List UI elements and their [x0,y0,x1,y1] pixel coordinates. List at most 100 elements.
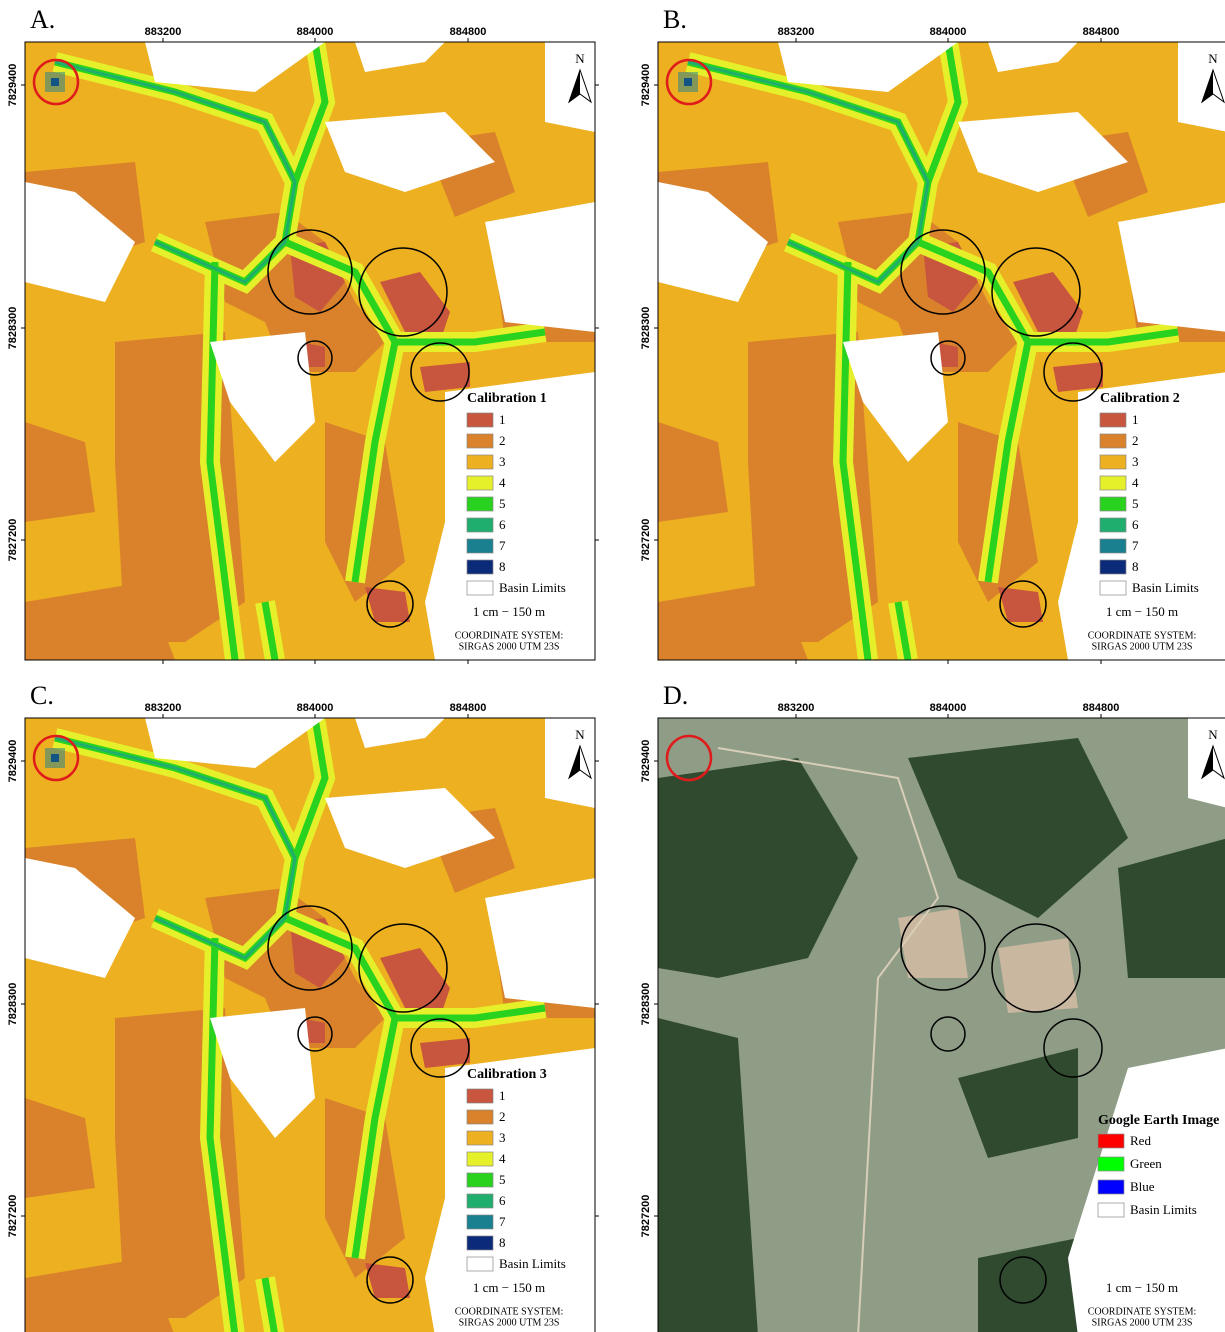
y-tick-label: 7828300 [640,307,652,350]
legend-swatch [467,455,493,469]
panel-label: C. [30,681,54,710]
legend-swatch [467,1089,493,1103]
legend-label: 2 [499,433,506,448]
legend-label: 6 [499,517,506,532]
legend-label: 8 [499,559,506,574]
legend-swatch [1100,539,1126,553]
legend-swatch [1100,434,1126,448]
north-label: N [1208,727,1218,742]
legend-swatch [467,434,493,448]
legend-label: Basin Limits [1132,580,1199,595]
x-tick-label: 883200 [778,26,815,38]
legend-swatch [467,560,493,574]
bare-soil [898,908,968,978]
legend-swatch [467,539,493,553]
y-tick-label: 7829400 [640,64,652,107]
class-1-area [420,362,470,392]
x-tick-label: 884000 [930,702,967,714]
scale-text: 1 cm − 150 m [473,604,545,619]
legend-swatch [1098,1157,1124,1171]
legend-swatch [1098,1134,1124,1148]
coordinate-system: COORDINATE SYSTEM: [1088,1306,1197,1317]
legend-swatch [1098,1180,1124,1194]
map-panel: A. 883200 884000 884800 7829400 7828300 782720… [7,5,599,664]
legend-label: Basin Limits [1130,1202,1197,1217]
legend-label: 8 [1132,559,1139,574]
legend-swatch [1100,560,1126,574]
legend-title: Calibration 1 [467,391,547,406]
legend-label: 3 [499,1130,506,1145]
outside-basin [545,42,595,132]
scale-text: 1 cm − 150 m [1106,1280,1178,1295]
map-body [25,718,595,1332]
legend-swatch [1100,581,1126,595]
scale-text: 1 cm − 150 m [1106,604,1178,619]
class-7-cell [45,748,65,768]
legend-label: 1 [499,1088,506,1103]
legend-swatch [467,1215,493,1229]
legend-label: Blue [1130,1179,1155,1194]
coordinate-system: SIRGAS 2000 UTM 23S [459,641,560,652]
map-panel: C. 883200 884000 884800 7829400 7828300 782720… [7,681,599,1332]
north-label: N [575,51,585,66]
outside-basin [1188,718,1225,808]
y-tick-label: 7827200 [7,1195,19,1238]
x-tick-label: 884800 [1083,26,1120,38]
coordinate-system: COORDINATE SYSTEM: [455,1306,564,1317]
legend-label: 6 [1132,517,1139,532]
x-tick-label: 883200 [145,702,182,714]
legend-title: Calibration 3 [467,1067,547,1082]
class-1-area [420,1038,470,1068]
map-body [658,718,1225,1332]
legend-label: 4 [499,475,506,490]
x-tick-label: 884800 [450,702,487,714]
legend-swatch [1100,518,1126,532]
class-1-area [1053,362,1103,392]
legend-swatch [1100,476,1126,490]
y-tick-label: 7829400 [7,740,19,783]
legend-swatch [467,1257,493,1271]
y-tick-label: 7827200 [7,519,19,562]
legend-label: 4 [1132,475,1139,490]
x-tick-label: 883200 [145,26,182,38]
coordinate-system: SIRGAS 2000 UTM 23S [1092,641,1193,652]
figure: A. 883200 884000 884800 7829400 7828300 782720… [0,0,1225,1332]
north-label: N [575,727,585,742]
y-tick-label: 7828300 [7,983,19,1026]
legend-title: Calibration 2 [1100,391,1180,406]
coordinate-system: COORDINATE SYSTEM: [1088,630,1197,641]
legend-swatch [1100,413,1126,427]
y-tick-label: 7828300 [640,983,652,1026]
map-panel: D.88320088400088480078294007828300782720… [640,681,1225,1332]
legend-swatch [467,581,493,595]
legend-label: 1 [499,412,506,427]
x-tick-label: 884000 [297,702,334,714]
class-7-cell [45,72,65,92]
class-7-cell [678,72,698,92]
bare-soil [998,938,1078,1013]
legend-swatch [467,497,493,511]
x-tick-label: 884000 [297,26,334,38]
y-tick-label: 7829400 [7,64,19,107]
map-body [658,42,1225,660]
y-tick-label: 7827200 [640,1195,652,1238]
legend-label: 3 [499,454,506,469]
legend-label: 7 [499,538,506,553]
legend-swatch [467,518,493,532]
legend-swatch [467,1110,493,1124]
legend-swatch [467,413,493,427]
x-tick-label: 884800 [1083,702,1120,714]
panel-label: A. [30,5,55,34]
legend-swatch [467,476,493,490]
outside-basin [545,718,595,808]
coordinate-system: SIRGAS 2000 UTM 23S [459,1317,560,1328]
legend-label: 6 [499,1193,506,1208]
legend-label: Basin Limits [499,580,566,595]
legend-label: 1 [1132,412,1139,427]
y-tick-label: 7828300 [7,307,19,350]
x-tick-label: 883200 [778,702,815,714]
x-tick-label: 884800 [450,26,487,38]
legend-label: 8 [499,1235,506,1250]
coordinate-system: SIRGAS 2000 UTM 23S [1092,1317,1193,1328]
